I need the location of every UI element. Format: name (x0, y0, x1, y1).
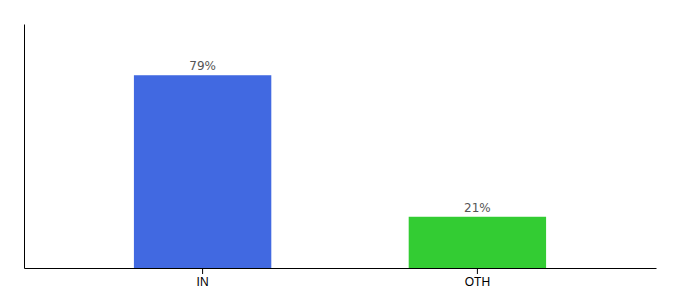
bar (134, 75, 271, 268)
x-tick-label: IN (197, 275, 209, 289)
plot-area: IN OTH 79% 21% (25, 25, 657, 289)
bars (134, 75, 546, 268)
x-tick-mark (202, 268, 203, 274)
x-tick-mark (477, 268, 478, 274)
bar (409, 217, 546, 268)
data-label: 79% (189, 59, 216, 73)
data-labels: 79% 21% (189, 59, 490, 215)
y-axis (24, 25, 25, 269)
x-tick: OTH (465, 268, 490, 289)
x-axis-line (25, 268, 657, 269)
x-tick-label: OTH (465, 275, 490, 289)
x-tick: IN (197, 268, 209, 289)
chart: IN OTH 79% 21% (0, 0, 680, 300)
data-label: 21% (464, 201, 491, 215)
x-axis: IN OTH (25, 268, 657, 289)
y-axis-line (24, 25, 25, 269)
